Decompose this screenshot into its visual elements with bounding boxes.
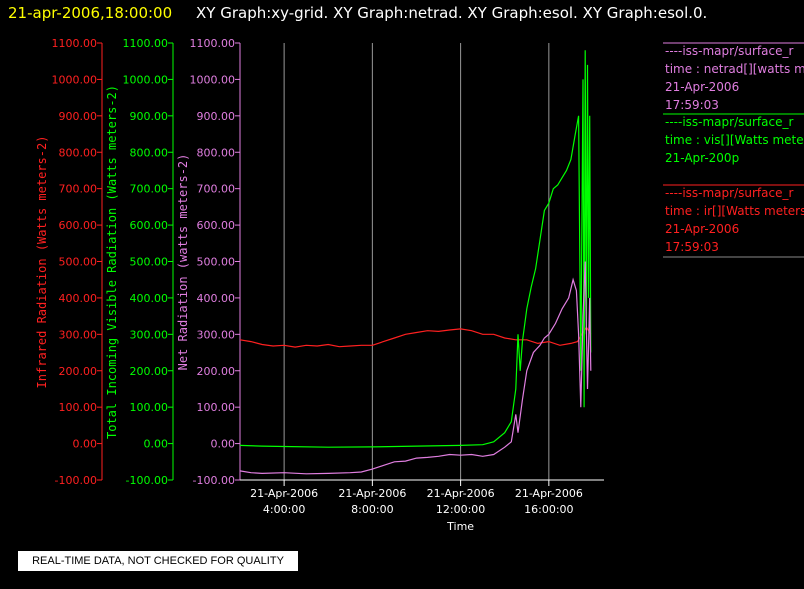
y-axis-title: Total Incoming Visible Radiation (Watts … — [105, 85, 119, 439]
y-tick-label: 900.00 — [130, 110, 169, 123]
y-tick-label: 500.00 — [130, 256, 169, 269]
y-tick-label: 1000.00 — [123, 73, 169, 86]
x-tick-date: 21-Apr-2006 — [250, 487, 318, 500]
y-tick-label: 300.00 — [197, 328, 236, 341]
y-tick-label: -100.00 — [126, 474, 168, 487]
series-line-netrad — [239, 261, 592, 475]
y-tick-label: -100.00 — [193, 474, 235, 487]
y-tick-label: 200.00 — [197, 365, 236, 378]
legend-text-line: ----iss-mapr/surface_r — [665, 186, 793, 200]
header-timestamp: 21-apr-2006,18:00:00 — [8, 4, 172, 22]
x-axis-title: Time — [446, 520, 474, 533]
quality-disclaimer: REAL-TIME DATA, NOT CHECKED FOR QUALITY — [18, 551, 298, 571]
y-tick-label: 700.00 — [59, 183, 98, 196]
x-tick-date: 21-Apr-2006 — [515, 487, 583, 500]
y-axis-title: Infrared Radiation (Watts meters-2) — [35, 136, 49, 389]
y-tick-label: 500.00 — [197, 256, 236, 269]
header-graph-titles: XY Graph:xy-grid. XY Graph:netrad. XY Gr… — [196, 4, 707, 22]
y-tick-label: 0.00 — [211, 438, 236, 451]
y-tick-label: 1000.00 — [190, 73, 236, 86]
legend-text-line: 21-Apr-2006 — [665, 80, 739, 94]
y-tick-label: 800.00 — [130, 146, 169, 159]
y-axis-title: Net Radiation (watts meters-2) — [176, 154, 190, 371]
series-line-ir — [239, 325, 592, 348]
legend-text-line: 17:59:03 — [665, 240, 719, 254]
legend-text-line: ----iss-mapr/surface_r — [665, 44, 793, 58]
series-group — [239, 50, 592, 475]
x-axis: 21-Apr-2006 4:00:00 21-Apr-2006 8:00:00 21-A… — [240, 479, 604, 533]
legend-text-line: ----iss-mapr/surface_r — [665, 115, 793, 129]
y-tick-label: 400.00 — [59, 292, 98, 305]
y-tick-label: 500.00 — [59, 256, 98, 269]
y-tick-label: 400.00 — [197, 292, 236, 305]
grid-lines — [283, 43, 550, 480]
y-tick-label: 600.00 — [130, 219, 169, 232]
x-tick-date: 21-Apr-2006 — [338, 487, 406, 500]
y-tick-label: 300.00 — [59, 328, 98, 341]
y-tick-label: 300.00 — [130, 328, 169, 341]
y-tick-label: -100.00 — [55, 474, 97, 487]
x-tick-time: 16:00:00 — [524, 503, 573, 516]
y-tick-label: 700.00 — [130, 183, 169, 196]
x-tick-time: 8:00:00 — [351, 503, 393, 516]
y-tick-label: 600.00 — [197, 219, 236, 232]
x-tick-date: 21-Apr-2006 — [427, 487, 495, 500]
y-tick-label: 100.00 — [59, 401, 98, 414]
y-tick-label: 700.00 — [197, 183, 236, 196]
y-tick-label: 100.00 — [130, 401, 169, 414]
x-tick-time: 12:00:00 — [436, 503, 485, 516]
y-tick-label: 900.00 — [197, 110, 236, 123]
y-tick-label: 800.00 — [59, 146, 98, 159]
y-tick-label: 0.00 — [144, 438, 169, 451]
y-tick-label: 1000.00 — [52, 73, 98, 86]
y-tick-label: 800.00 — [197, 146, 236, 159]
legend-text-line: 21-Apr-2006 — [665, 222, 739, 236]
y-tick-label: 1100.00 — [52, 37, 98, 50]
legend-text-line: time : ir[][Watts meters — [665, 204, 804, 218]
y-tick-label: 1100.00 — [123, 37, 169, 50]
legend-text-line: 17:59:03 — [665, 98, 719, 112]
y-axes: -100.00 0.00 100.00 200.00 300.00 400.00 500.0… — [35, 37, 241, 487]
y-tick-label: 600.00 — [59, 219, 98, 232]
y-tick-label: 200.00 — [130, 365, 169, 378]
y-tick-label: 400.00 — [130, 292, 169, 305]
y-tick-label: 0.00 — [73, 438, 98, 451]
y-tick-label: 900.00 — [59, 110, 98, 123]
y-tick-label: 100.00 — [197, 401, 236, 414]
x-tick-time: 4:00:00 — [263, 503, 305, 516]
legend-text-line: 21-Apr-200p — [665, 151, 739, 165]
series-line-vis — [239, 50, 592, 448]
y-tick-label: 1100.00 — [190, 37, 236, 50]
legend-text-line: time : netrad[][watts me — [665, 62, 804, 76]
legend-text-line: time : vis[][Watts mete — [665, 133, 804, 147]
y-tick-label: 200.00 — [59, 365, 98, 378]
